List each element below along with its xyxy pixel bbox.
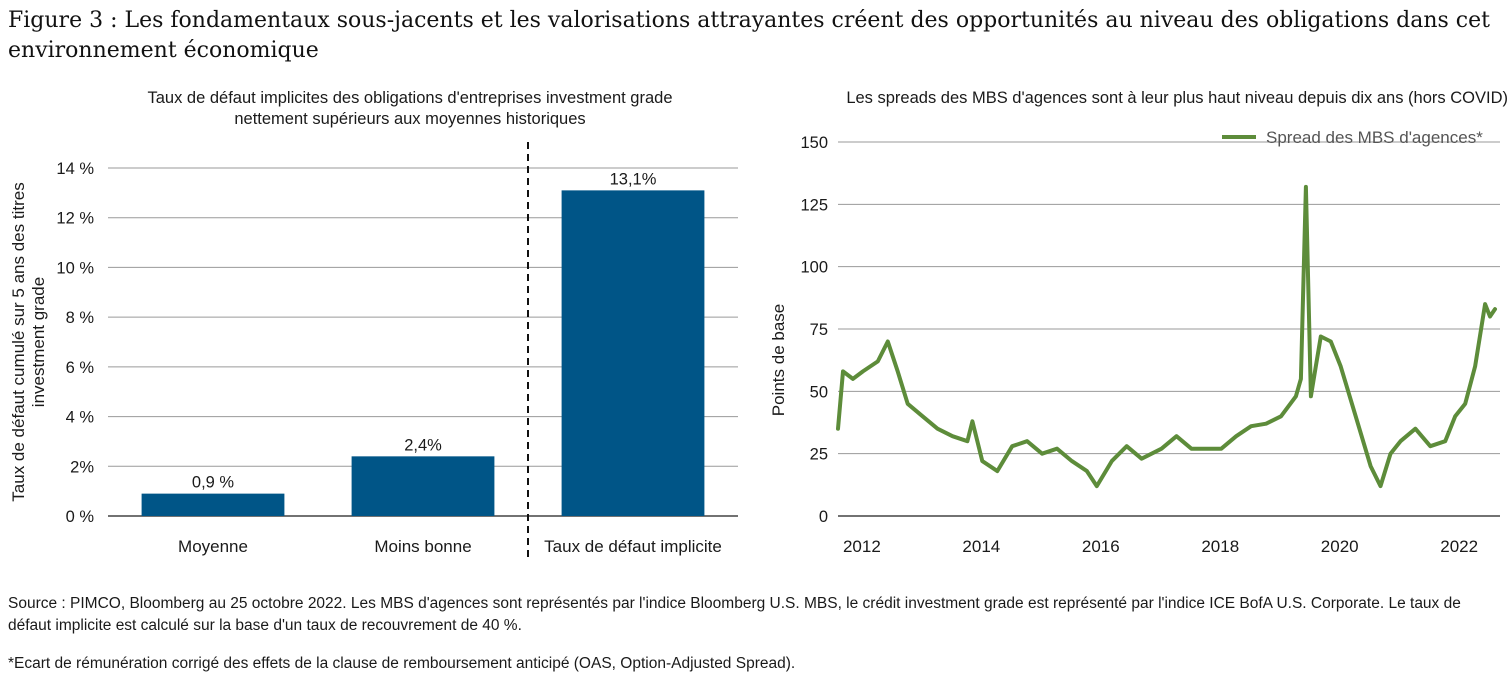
left-chart-title: Taux de défaut implicites des obligation… bbox=[20, 88, 800, 130]
line-ytick-label: 25 bbox=[810, 446, 828, 464]
line-xtick-label: 2016 bbox=[1082, 537, 1120, 556]
line-ylabel: Points de base bbox=[769, 304, 788, 416]
bar-category-label: Moins bonne bbox=[374, 537, 471, 556]
line-ytick-label: 75 bbox=[810, 321, 828, 339]
bar-1 bbox=[351, 456, 495, 516]
bar-data-label: 13,1% bbox=[610, 170, 657, 188]
bar-ytick-label: 6 % bbox=[66, 359, 95, 377]
bar-data-label: 2,4% bbox=[404, 436, 442, 454]
line-xtick-label: 2014 bbox=[962, 537, 1000, 556]
line-xtick-label: 2020 bbox=[1321, 537, 1359, 556]
figure-title: Figure 3 : Les fondamentaux sous-jacents… bbox=[8, 8, 1490, 63]
bar-category-label: Moyenne bbox=[178, 537, 248, 556]
line-xtick-label: 2012 bbox=[843, 537, 881, 556]
left-chart-title-line-2: nettement supérieurs aux moyennes histor… bbox=[234, 110, 586, 128]
line-chart: 0 25 50 75 100 125 150 2012 2014 2016 2018 2020 2022… bbox=[769, 128, 1500, 556]
bar-ytick-label: 10 % bbox=[56, 259, 94, 277]
bar-ytick-label: 4 % bbox=[66, 409, 95, 427]
right-chart-title: Les spreads des MBS d'agences sont à leu… bbox=[846, 89, 1508, 107]
bar-ylabel-line-2: investment grade bbox=[29, 277, 48, 407]
source-note: Source : PIMCO, Bloomberg au 25 octobre … bbox=[8, 595, 1461, 634]
bar-ytick-label: 2% bbox=[70, 458, 94, 476]
bar-ylabel-line-1: Taux de défaut cumulé sur 5 ans des titr… bbox=[9, 182, 28, 501]
line-ytick-label: 150 bbox=[800, 134, 828, 152]
bar-0 bbox=[141, 493, 285, 516]
line-ytick-label: 100 bbox=[800, 259, 828, 277]
footnote: *Ecart de rémunération corrigé des effet… bbox=[8, 655, 796, 672]
line-ytick-label: 50 bbox=[810, 383, 828, 401]
line-xtick-label: 2022 bbox=[1440, 537, 1478, 556]
bar-chart: 0 % 2% 4 % 6 % 8 % 10 % 12 % 14 % 0,9 % Moyenne 2,… bbox=[9, 142, 738, 562]
line-ytick-label: 125 bbox=[800, 196, 828, 214]
bar-ytick-label: 0 % bbox=[66, 508, 95, 526]
left-chart-title-line-1: Taux de défaut implicites des obligation… bbox=[147, 89, 673, 107]
bar-2 bbox=[561, 190, 705, 516]
legend-label: Spread des MBS d'agences* bbox=[1266, 128, 1483, 147]
mbs-spread-line bbox=[836, 184, 1497, 489]
bar-ytick-label: 14 % bbox=[56, 160, 94, 178]
bar-ytick-label: 8 % bbox=[66, 309, 95, 327]
line-ytick-label: 0 bbox=[819, 508, 828, 526]
bar-category-label: Taux de défaut implicite bbox=[544, 537, 722, 556]
bar-ytick-label: 12 % bbox=[56, 210, 94, 228]
line-xtick-label: 2018 bbox=[1201, 537, 1239, 556]
bar-data-label: 0,9 % bbox=[192, 474, 235, 492]
bar-ylabel: Taux de défaut cumulé sur 5 ans des titr… bbox=[9, 182, 48, 501]
